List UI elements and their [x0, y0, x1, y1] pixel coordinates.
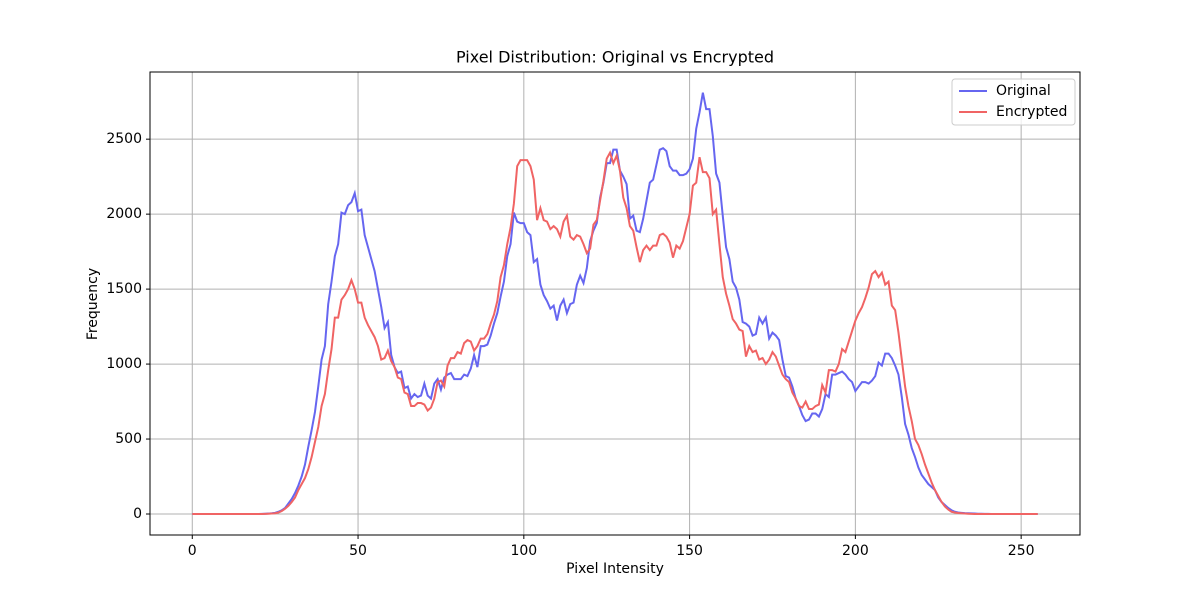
data-line	[192, 150, 1038, 516]
x-tick-label: 250	[1008, 543, 1035, 559]
x-tick-label: 50	[349, 543, 367, 559]
plot-frame	[149, 71, 1081, 536]
x-tick-label: 150	[676, 543, 703, 559]
y-tick-label: 0	[133, 506, 142, 522]
chart-title: Pixel Distribution: Original vs Encrypte…	[456, 48, 774, 67]
x-axis-label: Pixel Intensity	[566, 561, 664, 577]
legend-label: Original	[996, 83, 1051, 99]
y-tick-label: 1500	[106, 281, 142, 297]
y-tick-label: 500	[115, 431, 142, 447]
x-tick-label: 0	[188, 543, 197, 559]
x-tick-label: 200	[842, 543, 869, 559]
x-tick-label: 100	[510, 543, 537, 559]
data-line	[192, 92, 1038, 516]
legend-label: Encrypted	[996, 104, 1067, 120]
y-tick-label: 2500	[106, 131, 142, 147]
y-tick-label: 1000	[106, 356, 142, 372]
y-axis-label: Frequency	[85, 268, 101, 340]
y-tick-label: 2000	[106, 206, 142, 222]
